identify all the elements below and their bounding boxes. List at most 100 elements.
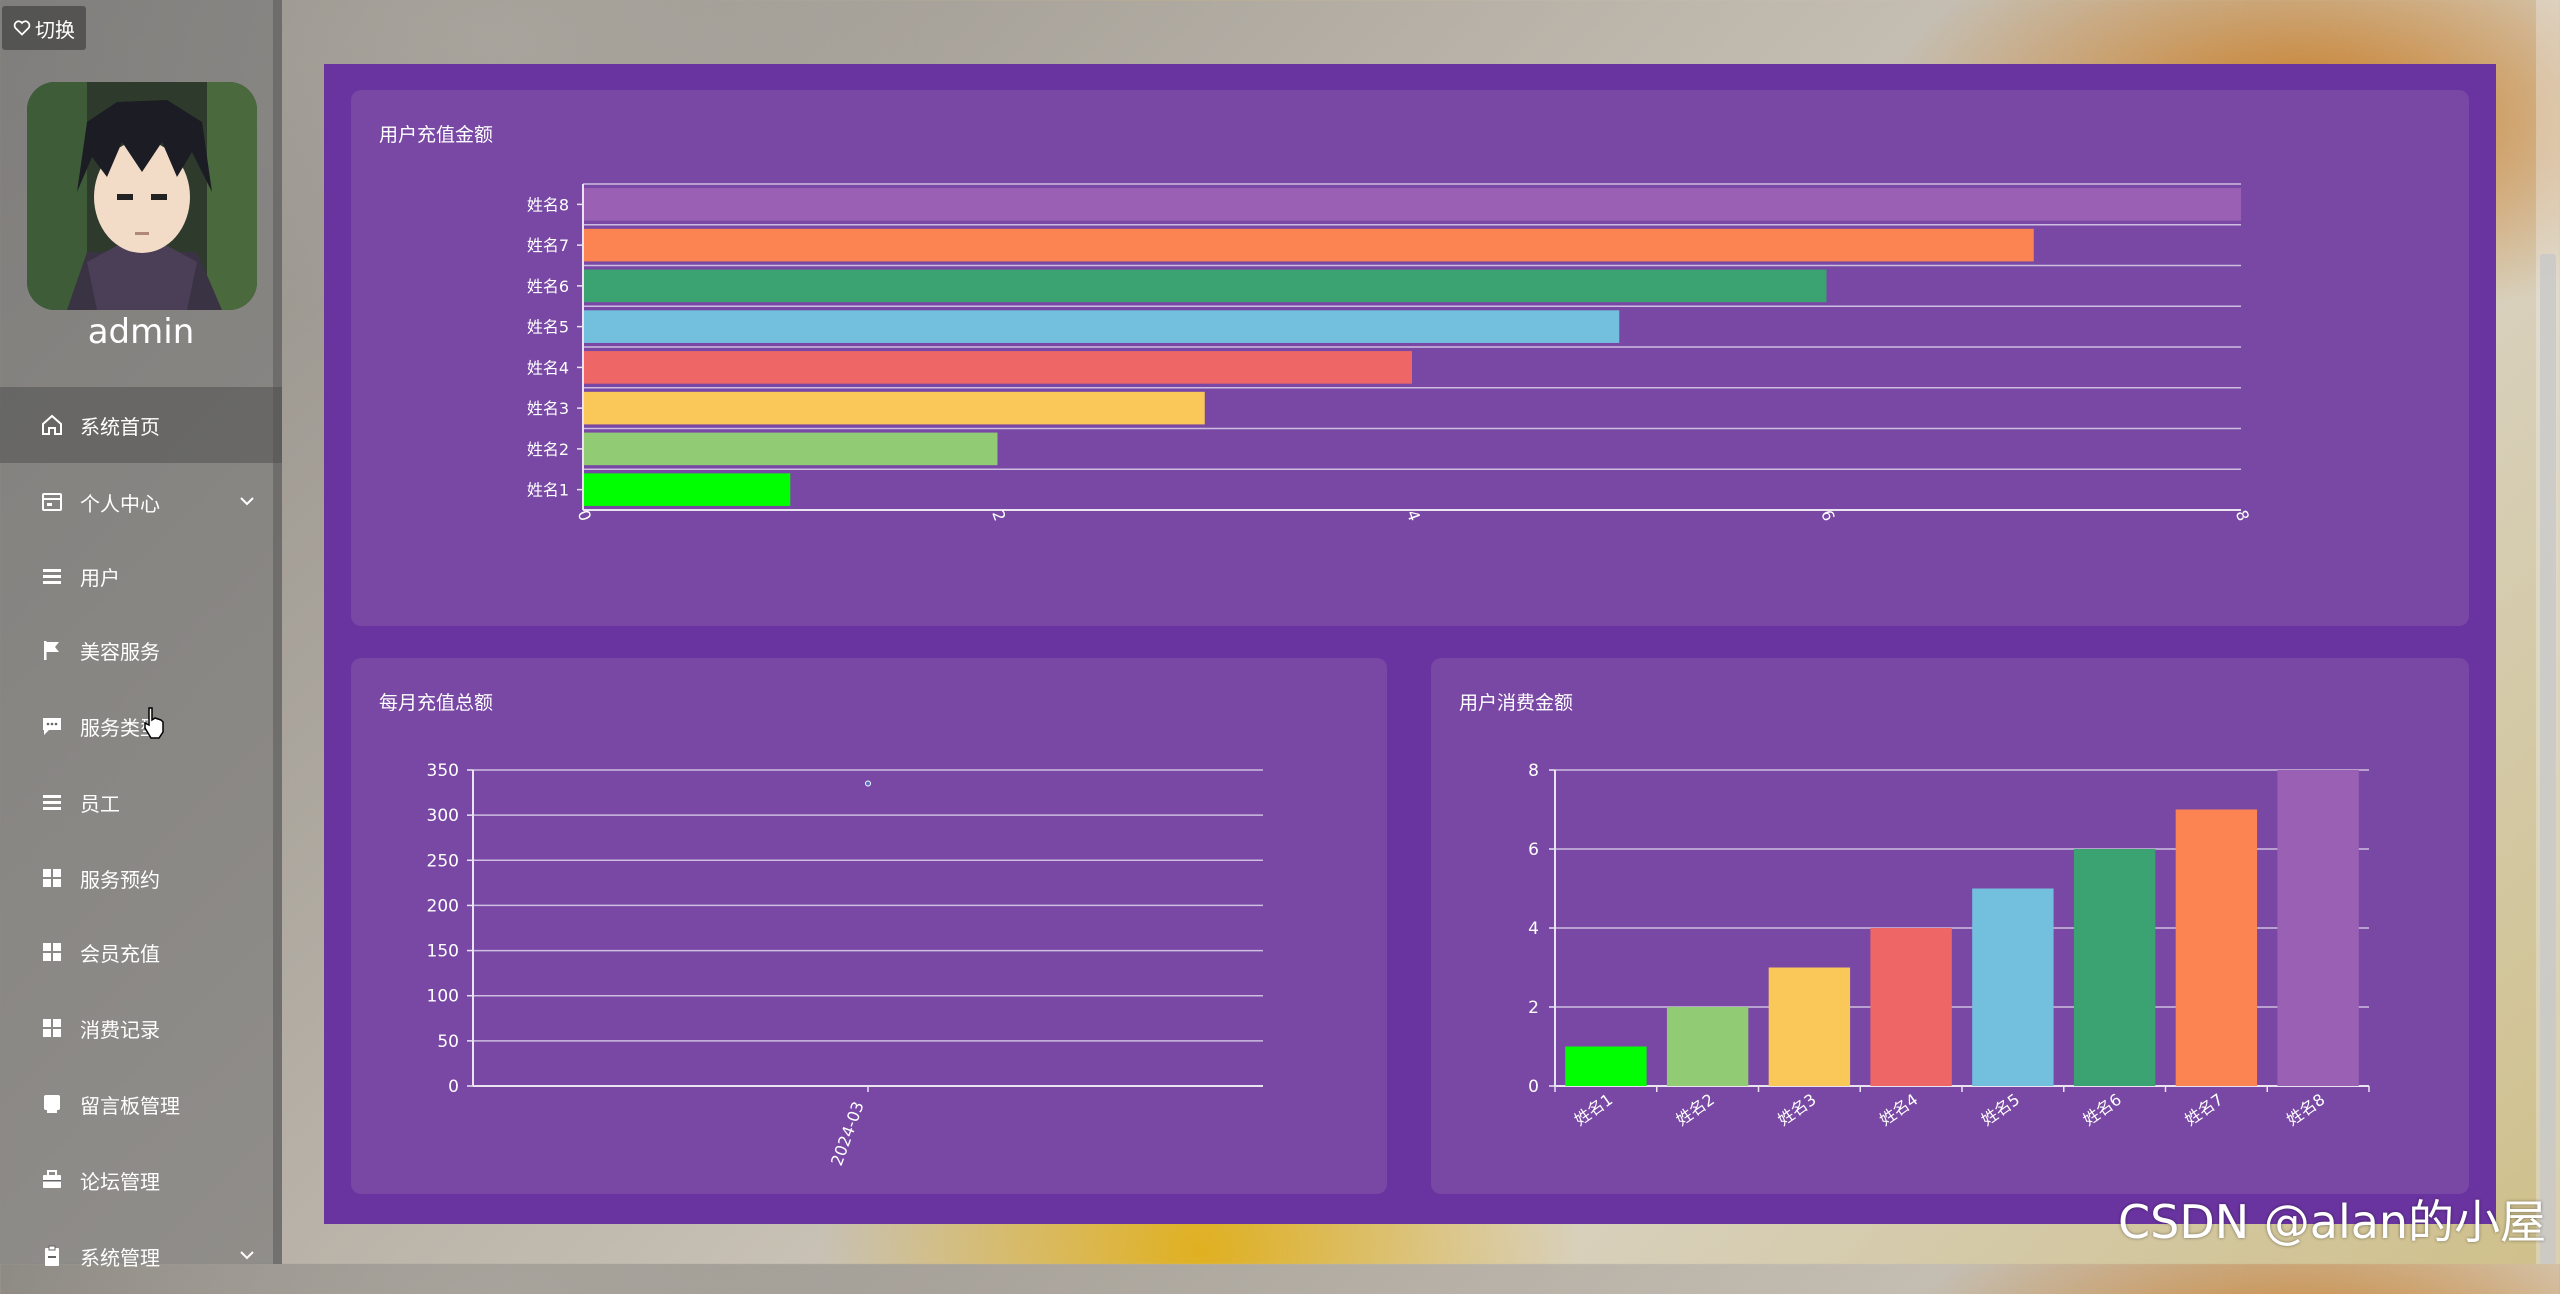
sidebar-item-label: 系统管理: [80, 1245, 160, 1270]
chevron-down-icon[interactable]: [238, 1246, 256, 1264]
y-tick-label: 6: [1528, 840, 1539, 860]
bar-姓名6: [2073, 849, 2156, 1086]
sidebar-item-label: 用户: [80, 565, 120, 590]
briefcase-icon: [43, 1170, 61, 1188]
sidebar-item-8[interactable]: 会员充值: [0, 914, 282, 990]
bar-姓名2: [584, 432, 998, 466]
chart-title: 用户消费金额: [1459, 692, 1574, 714]
data-point-2024-03: [865, 780, 871, 787]
calendar-icon: [42, 493, 62, 511]
sidebar-item-label: 留言板管理: [80, 1093, 180, 1118]
y-tick-label: 50: [437, 1032, 459, 1052]
bar-姓名8: [2277, 770, 2359, 1086]
y-tick-label: 姓名6: [527, 277, 569, 296]
sidebar-item-label: 员工: [80, 791, 120, 816]
bar-姓名6: [584, 269, 1827, 303]
heart-icon: [13, 20, 31, 36]
y-tick-label: 350: [427, 761, 459, 781]
y-tick-label: 2: [1528, 998, 1539, 1018]
sidebar-item-label: 消费记录: [80, 1017, 160, 1042]
sidebar-item-label: 系统首页: [80, 414, 160, 439]
x-tick-label: 姓名2: [1672, 1090, 1717, 1130]
x-tick-label: 姓名8: [2283, 1090, 2328, 1130]
clipboard-icon: [45, 1245, 59, 1266]
sidebar-item-11[interactable]: 论坛管理: [0, 1142, 282, 1218]
sidebar-item-label: 个人中心: [80, 491, 160, 516]
y-tick-label: 150: [427, 942, 459, 962]
y-tick-label: 250: [427, 851, 459, 871]
bar-姓名5: [1972, 888, 2054, 1086]
sidebar-item-2[interactable]: 个人中心: [0, 464, 282, 540]
x-tick-label: 姓名1: [1571, 1090, 1616, 1130]
sidebar-item-label: 会员充值: [80, 941, 160, 966]
chart-title: 每月充值总额: [379, 692, 494, 714]
sidebar-item-10[interactable]: 留言板管理: [0, 1066, 282, 1142]
monthly-recharge-chart: 0 50 100 150 200 250 300 350 2024-03: [427, 761, 1263, 1168]
grid-icon: [43, 1019, 61, 1037]
bar-姓名1: [584, 473, 791, 506]
chevron-down-icon[interactable]: [238, 492, 256, 510]
bar-姓名1: [1565, 1046, 1647, 1086]
x-tick-label: 2024-03: [827, 1099, 868, 1168]
y-tick-label: 姓名1: [527, 481, 569, 500]
sidebar-item-5[interactable]: 服务类型: [0, 688, 282, 764]
dashboard-panel: 用户充值金额 姓名1 姓名2 姓名3 姓名4 姓名5 姓名6 姓名7 姓名8 0 2 4 6 8 每月充…: [324, 64, 2496, 1224]
username: admin: [87, 312, 195, 352]
y-tick-label: 0: [448, 1077, 459, 1097]
y-tick-label: 300: [427, 806, 459, 826]
bar-姓名4: [1870, 928, 1952, 1086]
sidebar-item-4[interactable]: 美容服务: [0, 612, 282, 688]
sidebar-scrollbar[interactable]: [273, 0, 282, 1264]
watermark: CSDN @alan的小屋: [2118, 1195, 2547, 1249]
user-consumption-chart: 0 2 4 6 8 姓名1 姓名2 姓名3 姓名4 姓名5 姓名6 姓名7 姓名8: [1528, 761, 2370, 1130]
sidebar-item-9[interactable]: 消费记录: [0, 990, 282, 1066]
sidebar-item-12[interactable]: 系统管理: [0, 1218, 282, 1294]
grid-icon: [43, 943, 61, 961]
y-tick-label: 姓名4: [527, 358, 569, 377]
y-tick-label: 姓名7: [527, 236, 569, 255]
list-icon: [43, 795, 61, 810]
sidebar-item-3[interactable]: 用户: [0, 538, 282, 614]
y-tick-label: 8: [1528, 761, 1539, 781]
x-tick-label: 0: [574, 507, 595, 523]
chart-card-user-consumption: 用户消费金额 0 2 4 6 8 姓名1 姓名2 姓名3 姓名4 姓名5 姓名6 姓名7 姓名8: [1431, 658, 2469, 1194]
sidebar-item-7[interactable]: 服务预约: [0, 840, 282, 916]
bar-姓名8: [584, 188, 2241, 221]
list-icon: [43, 569, 61, 584]
y-tick-label: 姓名2: [527, 440, 569, 459]
y-tick-label: 200: [427, 896, 459, 916]
grid-icon: [43, 869, 61, 887]
chat-icon: [43, 718, 61, 735]
flag-icon: [44, 641, 59, 660]
x-tick-label: 姓名4: [1876, 1090, 1921, 1130]
x-tick-label: 姓名3: [1774, 1090, 1819, 1130]
bar-姓名7: [2175, 809, 2258, 1086]
bar-姓名3: [1768, 967, 1851, 1086]
y-tick-label: 姓名5: [527, 318, 569, 337]
home-icon: [42, 414, 62, 435]
sidebar-item-6[interactable]: 员工: [0, 764, 282, 840]
chart-card-user-recharge: 用户充值金额 姓名1 姓名2 姓名3 姓名4 姓名5 姓名6 姓名7 姓名8 0 2 4 6 8: [351, 90, 2469, 626]
chart-card-monthly-recharge: 每月充值总额 0 50 100 150 200 250 300 350 2024-03: [351, 658, 1387, 1194]
message-icon: [44, 1095, 60, 1113]
avatar[interactable]: [27, 82, 257, 310]
bar-姓名7: [584, 228, 2034, 262]
y-tick-label: 姓名8: [527, 195, 569, 214]
sidebar-item-label: 服务预约: [80, 867, 160, 892]
y-tick-label: 4: [1528, 919, 1539, 939]
switch-button[interactable]: 切换: [2, 6, 86, 50]
bar-姓名3: [584, 391, 1205, 425]
bar-姓名4: [584, 351, 1412, 384]
sidebar-item-label: 美容服务: [80, 639, 160, 664]
sidebar-item-1[interactable]: 系统首页: [0, 387, 282, 463]
x-tick-label: 姓名5: [1978, 1090, 2023, 1130]
y-tick-label: 0: [1528, 1077, 1539, 1097]
chart-title: 用户充值金额: [379, 124, 494, 146]
y-tick-label: 姓名3: [527, 399, 569, 418]
y-tick-label: 100: [427, 987, 459, 1007]
x-tick-label: 姓名7: [2181, 1090, 2226, 1130]
x-tick-label: 姓名6: [2079, 1090, 2124, 1130]
page-scrollbar-thumb[interactable]: [2540, 254, 2556, 1264]
bar-姓名5: [584, 310, 1620, 343]
